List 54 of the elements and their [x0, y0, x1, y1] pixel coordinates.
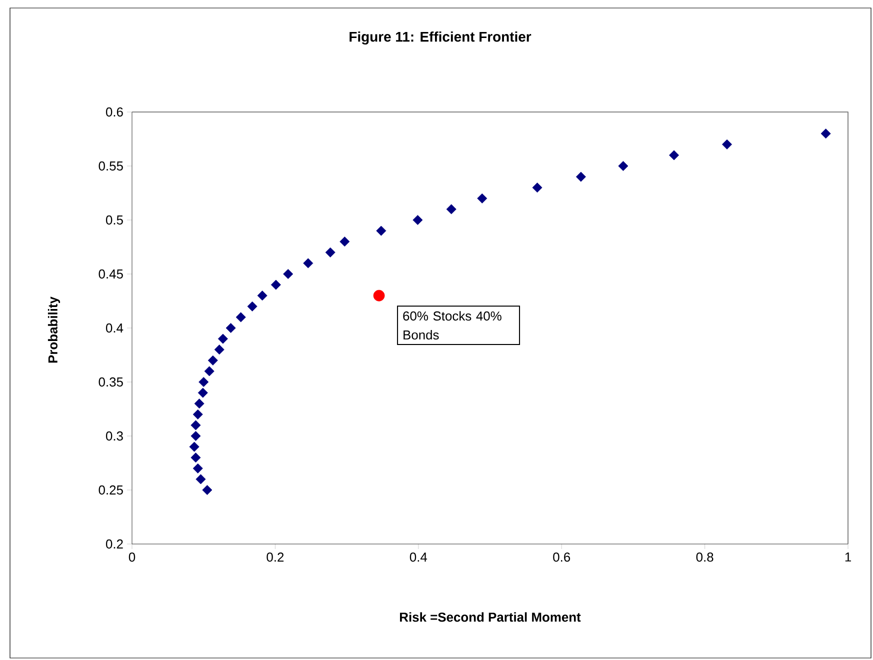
y-tick-label: 0.5 — [106, 215, 123, 225]
point — [218, 334, 228, 344]
x-tick-label: 0.2 — [266, 552, 284, 562]
point — [820, 128, 831, 139]
point — [198, 388, 208, 398]
x-tick-label: 0 — [128, 552, 136, 562]
y-tick-label: 0.45 — [98, 269, 123, 279]
point — [257, 290, 268, 301]
x-tick-label: 0.8 — [696, 552, 714, 562]
x-tick-label: 1 — [845, 552, 851, 562]
y-tick-label: 0.3 — [106, 431, 123, 441]
point — [446, 204, 456, 214]
point — [576, 172, 586, 182]
y-tick-label: 0.2 — [106, 539, 123, 549]
point — [190, 420, 201, 430]
point — [532, 182, 542, 193]
point — [189, 442, 200, 452]
x-tick-label: 0.6 — [553, 552, 570, 562]
point — [618, 160, 628, 172]
point — [192, 409, 203, 420]
point — [190, 452, 201, 463]
point — [325, 247, 336, 258]
point — [190, 430, 201, 442]
point — [669, 150, 680, 160]
y-tick-label: 0.25 — [98, 485, 123, 495]
x-axis-title: Risk =Second Partial Moment — [400, 612, 581, 622]
point — [192, 463, 203, 474]
point — [477, 193, 488, 204]
point — [412, 214, 423, 226]
annotation: 60% Stocks 40% Bonds — [403, 311, 502, 340]
point — [340, 236, 350, 247]
point — [204, 366, 214, 376]
point — [194, 398, 204, 409]
chart-title: Figure 11: Efficient Frontier — [350, 31, 532, 45]
point — [303, 258, 314, 268]
point — [270, 280, 281, 290]
point — [196, 474, 206, 484]
point — [214, 344, 224, 355]
y-tick-label: 0.35 — [98, 377, 123, 387]
point — [373, 290, 385, 302]
point — [283, 268, 294, 280]
point — [247, 301, 258, 312]
point — [236, 312, 246, 322]
point — [198, 376, 209, 388]
point — [226, 322, 236, 334]
y-axis-title: Probability — [48, 296, 60, 363]
x-tick-label: 0.4 — [410, 552, 428, 562]
y-tick-label: 0.55 — [98, 161, 123, 171]
y-tick-label: 0.4 — [106, 323, 124, 333]
point — [202, 484, 212, 496]
point — [722, 139, 732, 150]
point — [208, 355, 218, 366]
y-tick-label: 0.6 — [106, 107, 123, 117]
point — [376, 226, 386, 236]
